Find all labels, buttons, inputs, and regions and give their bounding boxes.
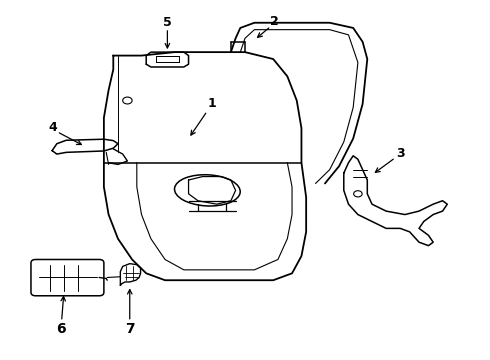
Text: 6: 6: [56, 322, 66, 336]
Text: 4: 4: [49, 121, 57, 134]
Text: 5: 5: [163, 15, 172, 28]
Text: 7: 7: [125, 322, 135, 336]
Text: 1: 1: [208, 98, 217, 111]
Text: 2: 2: [270, 14, 278, 27]
Text: 3: 3: [396, 147, 405, 159]
